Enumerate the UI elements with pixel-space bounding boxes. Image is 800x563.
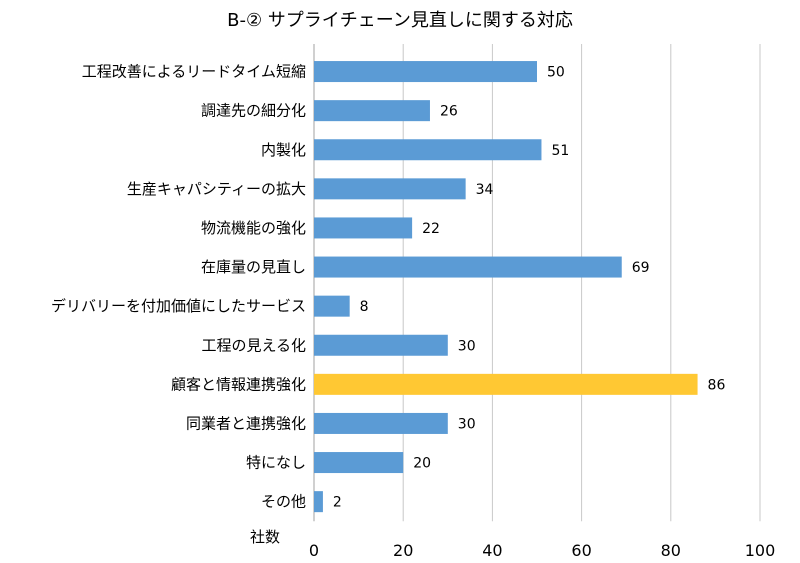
value-label: 2	[333, 495, 342, 511]
bar-8	[314, 334, 448, 356]
x-tick-label: 40	[482, 541, 502, 560]
value-label: 30	[458, 416, 476, 432]
bar-9	[314, 373, 698, 395]
bar-6	[314, 256, 622, 278]
bar-1	[314, 61, 537, 83]
category-label: デリバリーを付加価値にしたサービス	[51, 297, 306, 315]
category-label: 顧客と情報連携強化	[171, 375, 306, 393]
value-label: 8	[360, 299, 369, 315]
value-label: 20	[413, 456, 431, 472]
bar-12	[314, 491, 323, 513]
category-label: 工程の見える化	[201, 336, 306, 354]
label-layer: 工程改善によるリードタイム短縮 50 調達先の細分化 26 内製化 51 生産キャパシティー…	[51, 63, 725, 511]
bar-11	[314, 452, 404, 474]
category-label: 調達先の細分化	[201, 102, 306, 120]
x-tick-label: 80	[661, 541, 681, 560]
category-label: 在庫量の見直し	[201, 258, 306, 276]
value-label: 22	[422, 221, 440, 237]
bar-7	[314, 295, 350, 317]
value-label: 51	[551, 143, 569, 159]
bar-layer	[314, 61, 698, 513]
category-label: 物流機能の強化	[201, 219, 306, 237]
bar-2	[314, 100, 430, 122]
category-label: 内製化	[261, 141, 306, 159]
value-label: 34	[476, 182, 494, 198]
category-label: 同業者と連携強化	[186, 414, 306, 432]
bar-3	[314, 139, 542, 161]
x-tick-label: 100	[745, 541, 776, 560]
bar-10	[314, 412, 448, 434]
category-label: 特になし	[246, 454, 306, 472]
category-label: その他	[261, 493, 306, 511]
category-label: 工程改善によるリードタイム短縮	[82, 63, 306, 81]
value-label: 86	[708, 377, 726, 393]
grid-layer	[313, 44, 761, 522]
bar-4	[314, 178, 466, 200]
x-tick-label: 60	[571, 541, 591, 560]
bar-5	[314, 217, 413, 239]
value-label: 26	[440, 104, 458, 120]
x-axis-title: 社数	[250, 528, 280, 546]
x-tick-label: 0	[309, 541, 319, 560]
value-label: 69	[632, 260, 650, 276]
category-label: 生産キャパシティーの拡大	[127, 180, 306, 198]
x-tick-label: 20	[393, 541, 413, 560]
value-label: 50	[547, 65, 565, 81]
tick-layer: 0 20 40 60 80 100	[309, 541, 775, 560]
value-label: 30	[458, 338, 476, 354]
chart-title: B-② サプライチェーン見直しに関する対応	[227, 10, 573, 31]
